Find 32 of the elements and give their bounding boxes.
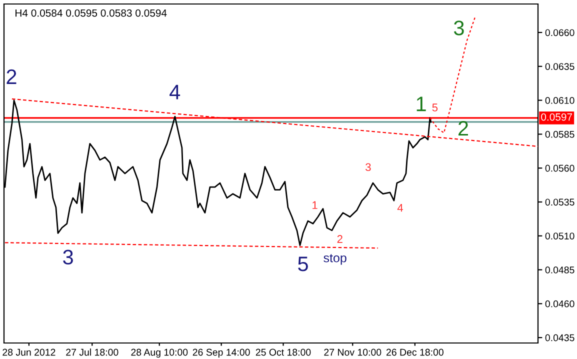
annotation: 1 bbox=[416, 96, 426, 112]
x-tick-label: 26 Sep 14:00 bbox=[192, 348, 250, 358]
x-tick-label: 27 Nov 10:00 bbox=[324, 348, 382, 356]
y-tick-label: 0.0610 bbox=[545, 97, 574, 104]
y-tick-label: 0.0510 bbox=[545, 232, 574, 240]
x-tick-label: 27 Jul 18:00 bbox=[66, 348, 118, 356]
annotation: 5 bbox=[298, 256, 308, 272]
x-tick-label: 28 Jun 2012 bbox=[2, 348, 56, 356]
x-tick-label: 26 Dec 18:00 bbox=[386, 348, 444, 356]
y-tick-label: 0.0560 bbox=[545, 164, 574, 172]
y-tick-label: 0.0435 bbox=[545, 334, 574, 342]
annotation: 3 bbox=[454, 20, 464, 36]
y-tick-label: 0.0660 bbox=[545, 29, 574, 36]
annotation: 4 bbox=[170, 84, 180, 100]
annotation: stop bbox=[324, 254, 346, 265]
annotation: 2 bbox=[337, 235, 342, 243]
ref-line-label: 0.0597 bbox=[541, 113, 572, 121]
annotation: 1 bbox=[312, 201, 318, 209]
annotation: 5 bbox=[432, 104, 438, 112]
x-tick-label: 28 Aug 10:00 bbox=[131, 348, 188, 358]
annotation: 3 bbox=[63, 250, 73, 265]
y-tick-label: 0.0635 bbox=[545, 63, 574, 70]
y-tick-label: 0.0585 bbox=[545, 130, 574, 138]
annotation: 3 bbox=[366, 163, 371, 172]
annotation: 2 bbox=[6, 69, 16, 84]
y-tick-label: 0.0485 bbox=[545, 266, 574, 274]
y-tick-label: 0.0460 bbox=[545, 300, 574, 308]
x-tick-label: 25 Oct 18:00 bbox=[256, 348, 311, 356]
chart-title: H4 0.0584 0.0595 0.0583 0.0594 bbox=[16, 9, 167, 17]
y-tick-label: 0.0535 bbox=[545, 198, 574, 206]
annotation: 2 bbox=[458, 120, 468, 136]
annotation: 4 bbox=[397, 204, 403, 212]
